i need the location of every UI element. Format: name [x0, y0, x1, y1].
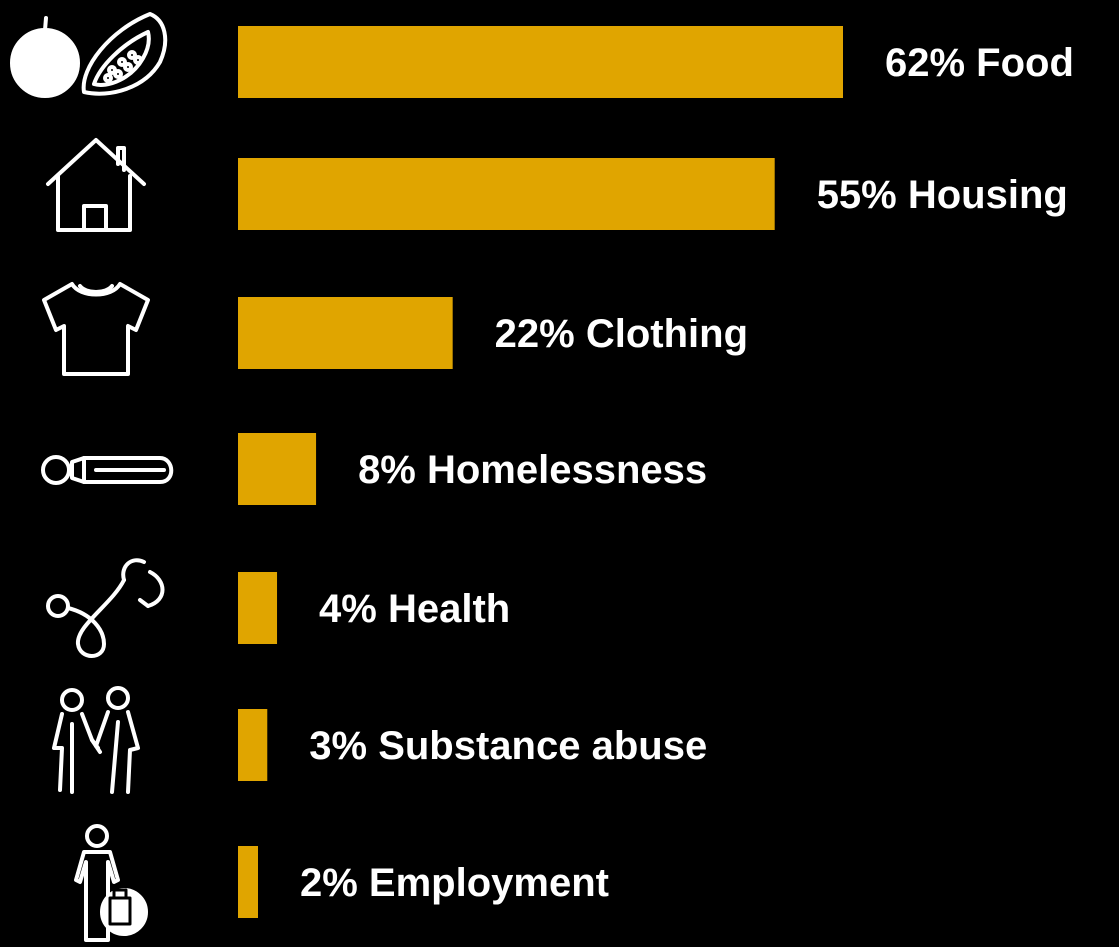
person-with-briefcase-icon [74, 824, 148, 942]
bar-clothing [238, 297, 453, 369]
bar-substance-abuse [238, 709, 268, 781]
data-label-housing: 55% Housing [817, 173, 1068, 217]
bar-food [238, 26, 843, 98]
data-label-clothing: 22% Clothing [495, 312, 748, 356]
tomato-papaya-icon [10, 12, 168, 98]
bar-health [238, 572, 278, 644]
stethoscope-icon [46, 558, 165, 658]
elderly-couple-icon [52, 686, 140, 794]
tshirt-icon [42, 282, 150, 376]
data-label-food: 62% Food [885, 41, 1074, 85]
house-icon [46, 138, 146, 232]
bar-employment [238, 846, 258, 918]
data-label-substance-abuse: 3% Substance abuse [309, 724, 707, 768]
bar-homelessness [238, 433, 317, 505]
data-label-health: 4% Health [319, 587, 510, 631]
bar-housing [238, 158, 775, 230]
data-label-homelessness: 8% Homelessness [358, 448, 707, 492]
sleeping-person-icon [41, 455, 174, 485]
data-label-employment: 2% Employment [300, 861, 609, 905]
